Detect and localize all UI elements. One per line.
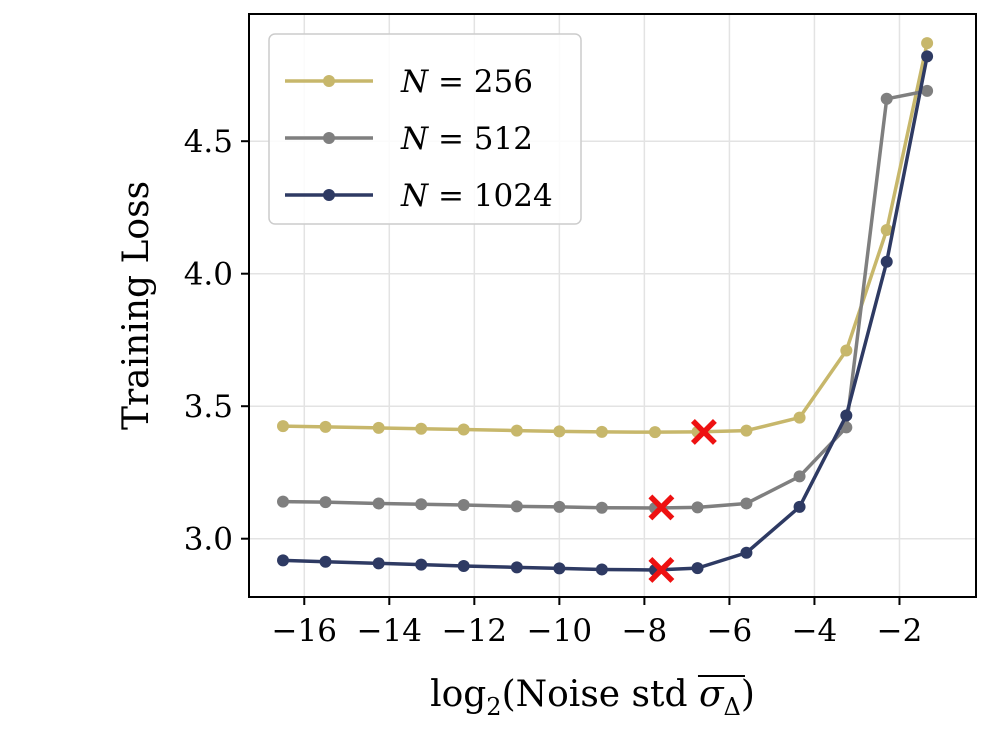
x-tick-label: −14 — [357, 613, 422, 649]
data-point — [553, 500, 566, 513]
data-point — [793, 470, 806, 483]
data-point — [277, 554, 290, 567]
optimum-markers — [648, 418, 717, 583]
legend-entry-2: N = 1024 — [285, 178, 553, 214]
x-axis-label: log2(Noise std σΔ) — [430, 674, 755, 721]
data-point — [372, 497, 385, 510]
y-axis-label: Training Loss — [116, 181, 157, 430]
data-point — [372, 421, 385, 434]
data-point — [457, 423, 470, 436]
data-point — [510, 500, 523, 513]
data-point — [880, 92, 893, 105]
data-point — [880, 255, 893, 268]
y-tick-label: 4.0 — [184, 257, 233, 293]
data-point — [595, 563, 608, 576]
optimum-marker-0 — [690, 418, 717, 445]
data-point — [415, 558, 428, 571]
x-tick-label: −12 — [442, 613, 507, 649]
legend: N = 256 N = 512 N = 1024 — [268, 33, 582, 225]
data-point — [319, 496, 332, 509]
series-layer — [277, 37, 934, 576]
data-point — [793, 411, 806, 424]
x-axis-label-open: ( — [502, 674, 516, 715]
data-point — [415, 498, 428, 511]
data-point — [553, 425, 566, 438]
y-tick-label: 3.5 — [184, 389, 233, 425]
data-point — [319, 555, 332, 568]
x-tick-label: −6 — [707, 613, 753, 649]
data-point — [510, 561, 523, 574]
data-point — [691, 562, 704, 575]
data-point — [921, 37, 934, 50]
legend-label: N = 256 — [400, 64, 533, 100]
data-point — [457, 499, 470, 512]
x-axis-label-text: Noise std — [516, 674, 699, 715]
data-point — [595, 501, 608, 514]
optimum-marker-1 — [648, 494, 675, 521]
data-point — [740, 497, 753, 510]
data-point — [793, 500, 806, 513]
data-point — [840, 409, 853, 422]
legend-label: N = 512 — [400, 121, 533, 157]
x-axis-label-close: ) — [741, 674, 755, 715]
x-axis-label-sub: 2 — [486, 693, 501, 721]
y-tick-label: 4.5 — [184, 124, 233, 160]
legend-entry-1: N = 512 — [285, 121, 533, 157]
data-point — [880, 223, 893, 236]
optimum-marker-2 — [648, 557, 675, 583]
x-axis-label-sigma-sub: Δ — [724, 693, 741, 721]
data-point — [277, 495, 290, 508]
data-point — [319, 420, 332, 433]
x-axis-label-func: log — [430, 674, 486, 715]
x-tick-label: −10 — [527, 613, 592, 649]
data-point — [510, 424, 523, 437]
data-point — [840, 344, 853, 357]
data-point — [649, 426, 662, 439]
legend-label: N = 1024 — [400, 178, 553, 214]
series-0 — [277, 37, 934, 439]
x-tick-label: −2 — [877, 613, 923, 649]
data-point — [415, 422, 428, 435]
data-point — [921, 50, 934, 63]
data-point — [921, 84, 934, 97]
plot-frame — [248, 13, 977, 598]
data-point — [372, 557, 385, 570]
data-point — [740, 546, 753, 559]
y-tick-label: 3.0 — [184, 522, 233, 558]
data-point — [691, 501, 704, 514]
data-point — [277, 420, 290, 433]
x-tick-label: −8 — [622, 613, 668, 649]
data-point — [457, 559, 470, 572]
data-point — [595, 425, 608, 438]
x-tick-label: −16 — [272, 613, 337, 649]
x-axis-label-sigma: σ — [699, 674, 725, 715]
series-2 — [277, 50, 934, 576]
data-point — [553, 562, 566, 575]
axis-ticks: −16 −14 −12 −10 −8 −6 −4 −2 3.0 3.5 4.0 4.5 — [184, 124, 923, 649]
legend-entry-0: N = 256 — [285, 64, 533, 100]
x-tick-label: −4 — [792, 613, 838, 649]
data-point — [740, 424, 753, 437]
